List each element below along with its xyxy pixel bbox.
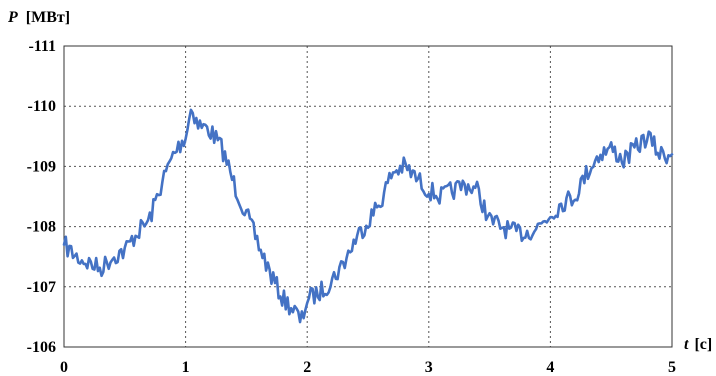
y-tick-labels: -111 -110 -109 -108 -107 -106 bbox=[27, 38, 56, 356]
x-axis-symbol: t bbox=[684, 336, 689, 353]
x-tick-label: 0 bbox=[60, 359, 68, 376]
plot-frame bbox=[63, 45, 673, 348]
y-axis-unit: [МВт] bbox=[26, 9, 70, 26]
x-tick-label: 1 bbox=[182, 359, 190, 376]
series-line bbox=[62, 108, 674, 324]
y-tick-label: -108 bbox=[27, 219, 56, 236]
x-tick-label: 4 bbox=[546, 359, 554, 376]
y-tick-label: -109 bbox=[27, 158, 56, 175]
x-tick-labels: 0 1 2 3 4 5 bbox=[60, 359, 676, 376]
y-tick-label: -106 bbox=[27, 339, 56, 356]
x-tick-label: 5 bbox=[668, 359, 676, 376]
y-tick-label: -110 bbox=[28, 98, 56, 115]
y-axis-symbol: P bbox=[7, 9, 18, 26]
y-axis-title: P [МВт] bbox=[7, 9, 70, 26]
x-tick-label: 3 bbox=[425, 359, 433, 376]
series-layer bbox=[62, 108, 674, 324]
y-tick-label: -111 bbox=[28, 38, 56, 55]
x-axis-unit: [с] bbox=[694, 336, 712, 353]
x-tick-label: 2 bbox=[303, 359, 311, 376]
x-axis-title: t [с] bbox=[684, 336, 712, 353]
y-tick-label: -107 bbox=[27, 279, 56, 296]
